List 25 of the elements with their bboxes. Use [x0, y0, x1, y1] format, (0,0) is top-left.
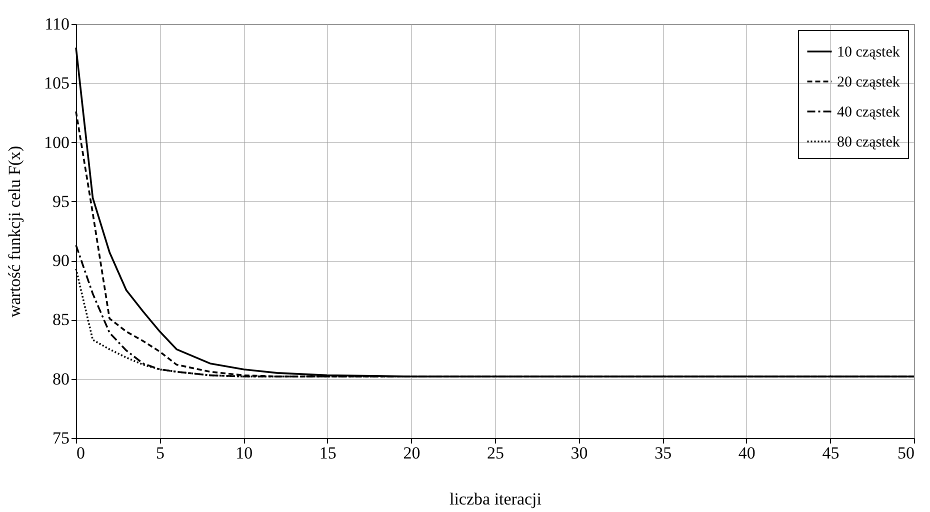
- x-tick-label: 40: [738, 444, 756, 462]
- y-tick-label: 105: [44, 74, 70, 93]
- x-tick-label: 10: [236, 444, 253, 462]
- x-tick-label: 30: [570, 444, 588, 462]
- y-tick-label: 90: [52, 251, 70, 270]
- x-axis-title: liczba iteracji: [449, 490, 542, 508]
- y-tick-label: 75: [52, 428, 70, 448]
- legend-label: 40 cząstek: [837, 104, 900, 120]
- x-tick-label: 25: [487, 444, 504, 462]
- x-tick-label: 5: [156, 444, 165, 462]
- x-tick-label: 15: [319, 444, 336, 462]
- y-tick-label: 85: [52, 310, 70, 330]
- legend-label: 10 cząstek: [837, 44, 900, 60]
- x-tick-label: 35: [654, 444, 672, 462]
- y-tick-label: 95: [52, 192, 70, 211]
- x-tick-label: 20: [403, 444, 420, 462]
- y-axis-title: wartość funkcji celu F(x): [5, 146, 24, 318]
- legend-label: 80 cząstek: [837, 134, 900, 150]
- x-tick-label: 0: [76, 444, 85, 462]
- y-tick-label: 80: [52, 369, 70, 388]
- legend-label: 20 cząstek: [837, 74, 900, 90]
- y-tick-label: 110: [44, 14, 70, 34]
- x-tick-label: 45: [822, 444, 840, 462]
- y-tick-label: 100: [44, 132, 70, 152]
- x-tick-label: 50: [898, 444, 914, 462]
